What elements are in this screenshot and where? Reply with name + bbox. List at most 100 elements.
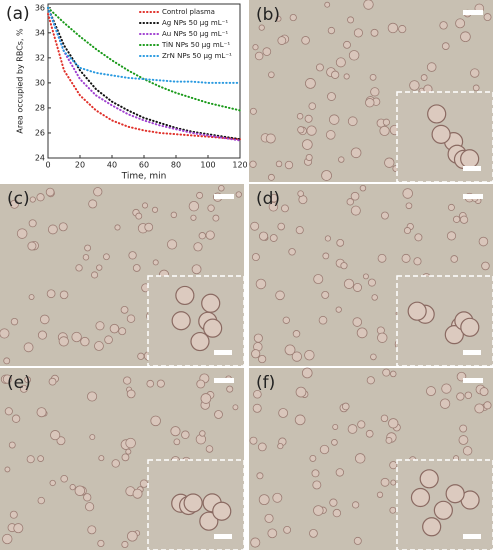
cell	[74, 485, 86, 496]
cell	[324, 235, 331, 242]
cell	[409, 80, 420, 91]
data-line	[47, 6, 241, 142]
cell	[433, 500, 453, 520]
cell	[329, 114, 340, 125]
cell	[353, 283, 363, 292]
cell	[291, 351, 302, 362]
chart-panel: 0 20 40 60 80 100 120 24 26 28 30 32 34 36 Time, min Ar…	[16, 3, 248, 181]
cell	[426, 386, 436, 397]
cell	[414, 233, 423, 242]
y-tick-label: 26	[35, 128, 45, 137]
cell	[390, 479, 397, 486]
panel-label: (d)	[256, 189, 280, 209]
cell	[125, 448, 132, 455]
cell	[365, 429, 374, 438]
cell	[359, 184, 367, 192]
cell	[445, 484, 465, 504]
cell	[26, 455, 35, 464]
cell	[16, 228, 28, 239]
panel-label: (a)	[6, 4, 30, 24]
cell	[96, 264, 103, 271]
cell	[201, 293, 221, 313]
cell	[120, 305, 129, 314]
cell	[181, 430, 190, 440]
cell	[389, 506, 397, 514]
cell	[205, 230, 215, 240]
cell	[125, 437, 136, 449]
cell	[264, 513, 274, 523]
cell	[288, 248, 296, 256]
y-tick-label: 32	[35, 53, 45, 62]
cell	[341, 402, 350, 411]
cell	[313, 274, 324, 285]
cell	[460, 149, 480, 169]
cell	[256, 472, 264, 480]
cell	[214, 410, 223, 419]
cell	[218, 184, 225, 192]
cell	[142, 202, 149, 209]
cell	[301, 36, 310, 45]
scale-bar	[214, 534, 232, 539]
cell	[37, 496, 45, 505]
cell	[97, 539, 105, 548]
cell	[419, 469, 439, 489]
cell	[250, 537, 261, 548]
scale-bar	[214, 350, 232, 355]
cell	[459, 215, 469, 224]
cell	[362, 273, 369, 280]
cell	[347, 116, 358, 127]
cell	[199, 511, 219, 531]
cell	[262, 47, 272, 56]
cell	[343, 278, 355, 289]
cell	[272, 492, 283, 503]
scale-bar	[463, 194, 483, 199]
cell	[255, 278, 267, 290]
micrograph: (f)	[249, 367, 493, 551]
cell	[268, 71, 275, 79]
cell	[324, 1, 331, 8]
cell	[354, 453, 366, 464]
cell	[318, 315, 328, 325]
cell	[58, 222, 68, 232]
x-axis-label: Time, min	[121, 172, 167, 182]
cell	[212, 214, 220, 222]
cell	[24, 376, 31, 384]
cell	[336, 238, 345, 247]
cell	[198, 232, 206, 240]
cell	[47, 224, 58, 235]
cell	[458, 435, 469, 445]
cell	[335, 306, 342, 313]
legend-label: Control plasma	[162, 8, 215, 16]
cell	[45, 187, 55, 197]
cell	[353, 28, 363, 38]
cell	[462, 446, 473, 456]
micrograph: (d)	[249, 184, 493, 367]
cell	[166, 239, 178, 250]
cell	[321, 170, 332, 181]
y-axis-label: Area occupied by RBCs, %	[16, 28, 25, 134]
cell	[173, 438, 181, 446]
cell	[353, 536, 362, 545]
cell	[80, 336, 90, 347]
cell	[370, 87, 380, 97]
cell	[268, 202, 279, 212]
data-line	[47, 13, 241, 141]
cell	[126, 389, 136, 399]
cell	[251, 349, 261, 359]
cell	[250, 221, 260, 231]
cell	[71, 331, 82, 343]
cell	[483, 13, 492, 22]
cell	[93, 187, 103, 197]
cell	[253, 389, 262, 399]
cell	[132, 488, 143, 499]
cell	[3, 357, 11, 365]
x-tick-label: 100	[200, 161, 215, 170]
cell	[84, 244, 91, 252]
scale-bar	[214, 194, 234, 199]
cell	[315, 63, 324, 72]
cell	[4, 407, 13, 416]
cell	[446, 231, 457, 241]
cell	[258, 24, 265, 31]
legend-label: Ag NPs 50 μg mL⁻¹	[162, 19, 228, 27]
